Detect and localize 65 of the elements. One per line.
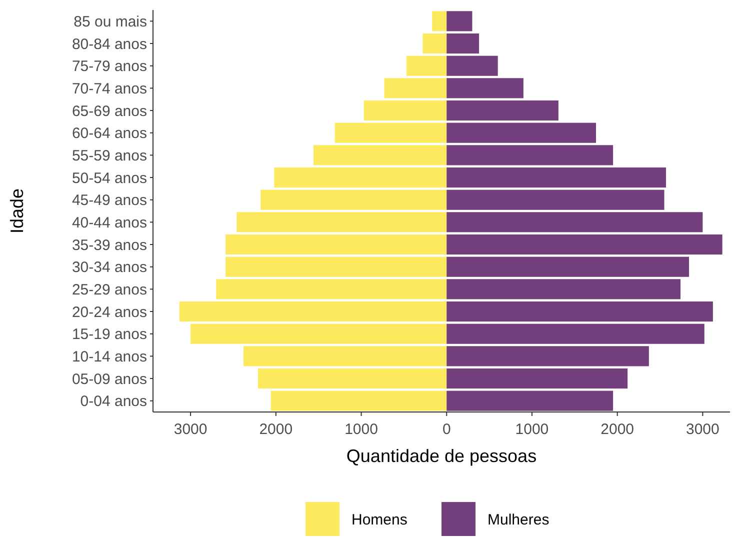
legend-label: Mulheres [488, 511, 550, 528]
y-tick-label: 65-69 anos [72, 102, 147, 120]
bar [446, 368, 628, 389]
bar [446, 390, 614, 411]
y-tick-label: 70-74 anos [72, 80, 147, 98]
bar [432, 11, 447, 32]
bar [446, 100, 558, 121]
bar [260, 190, 447, 210]
bar [226, 256, 447, 277]
bar [446, 167, 666, 188]
bar [446, 256, 690, 277]
bar [446, 78, 524, 98]
bar [446, 11, 472, 32]
bar [274, 167, 447, 188]
bar [446, 122, 596, 143]
bar [446, 234, 722, 255]
bar [216, 279, 447, 300]
x-tick-label: 0 [442, 421, 451, 438]
bar [226, 234, 447, 255]
y-tick-label: 45-49 anos [72, 192, 147, 210]
x-tick-label: 2000 [259, 421, 293, 438]
y-tick-label: 10-14 anos [72, 348, 147, 366]
bar [236, 212, 447, 232]
bar [446, 145, 614, 166]
bar [446, 324, 704, 344]
bar [446, 279, 680, 300]
bar [270, 390, 447, 411]
y-tick-label: 50-54 anos [72, 170, 147, 187]
bar [446, 346, 649, 366]
legend-label: Homens [352, 511, 408, 528]
bar [313, 145, 447, 166]
x-axis-title: Quantidade de pessoas [346, 446, 537, 466]
y-tick-label: 0-04 anos [80, 393, 147, 410]
y-tick-label: 20-24 anos [72, 304, 147, 321]
y-tick-label: 85 ou mais [74, 13, 147, 30]
x-tick-label: 2000 [600, 421, 634, 438]
x-tick-label: 1000 [344, 421, 378, 438]
x-tick-label: 1000 [515, 421, 549, 438]
y-tick-label: 40-44 anos [72, 214, 147, 232]
y-tick-label: 15-19 anos [72, 326, 147, 344]
bar [364, 100, 447, 121]
y-tick-label: 55-59 anos [72, 147, 147, 164]
bar [446, 301, 713, 322]
x-tick-label: 3000 [174, 421, 208, 438]
bar [258, 368, 447, 389]
bar [406, 56, 447, 76]
y-tick-label: 80-84 anos [72, 36, 147, 53]
bar [179, 301, 447, 322]
x-tick-label: 3000 [686, 421, 720, 438]
y-tick-label: 30-34 anos [72, 259, 147, 276]
y-tick-label: 35-39 anos [72, 236, 147, 254]
y-tick-label: 60-64 anos [72, 125, 147, 142]
bar [243, 346, 447, 366]
y-tick-label: 05-09 anos [72, 370, 147, 388]
y-tick-label: 25-29 anos [72, 281, 147, 298]
y-axis-title: Idade [7, 188, 27, 234]
bar [190, 324, 447, 344]
bar [446, 212, 703, 232]
bar [384, 78, 447, 98]
bar [422, 33, 447, 54]
y-tick-label: 75-79 anos [72, 58, 147, 76]
bar [334, 122, 447, 143]
bar [446, 56, 498, 76]
bar [446, 190, 664, 210]
bar [446, 33, 480, 54]
